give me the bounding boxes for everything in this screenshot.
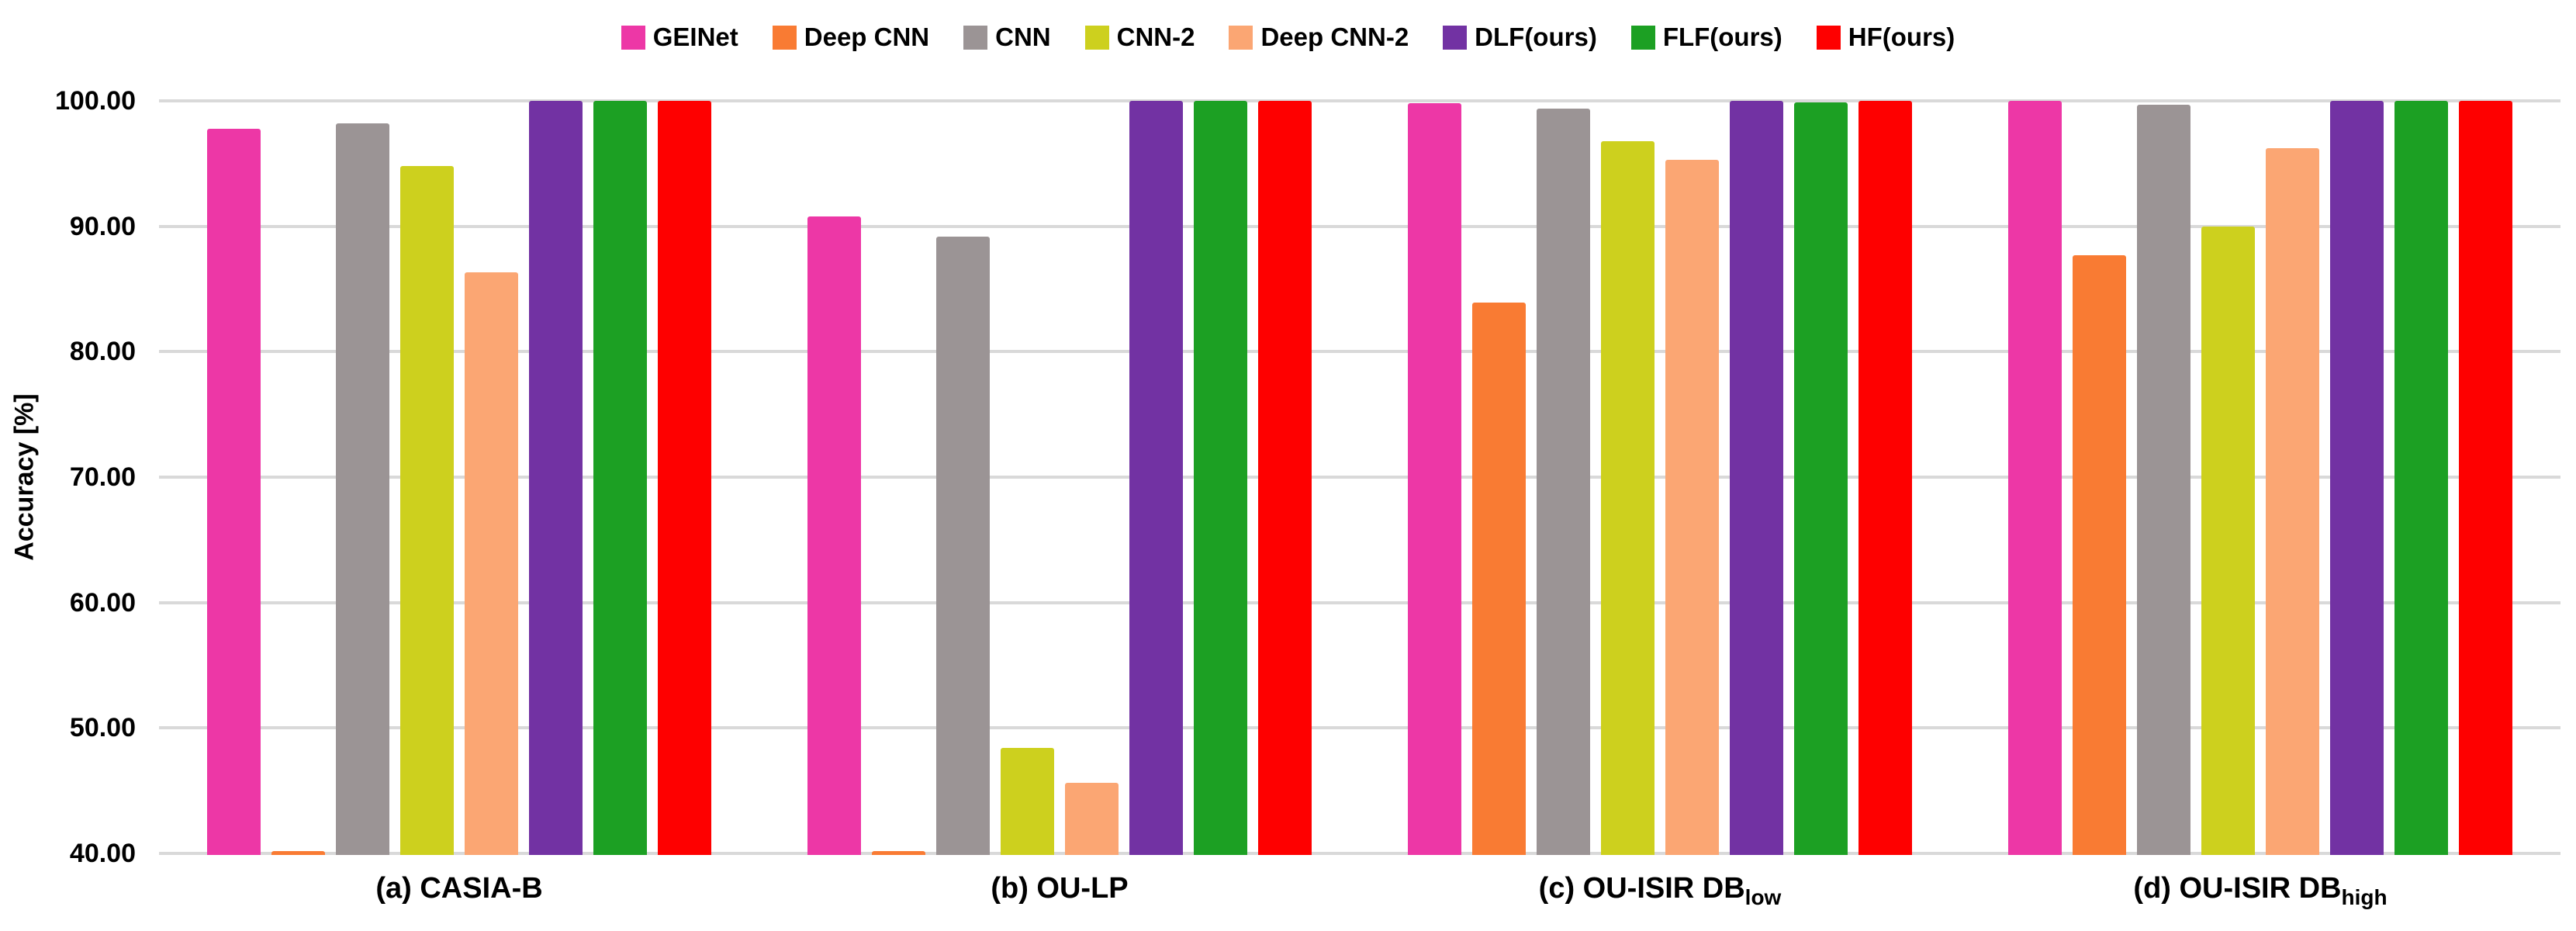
bar-HF(ours) <box>658 101 711 855</box>
legend-label: CNN-2 <box>1116 22 1195 51</box>
bar-HF(ours) <box>1859 101 1912 855</box>
legend-item-CNN-2: CNN-2 <box>1084 22 1195 52</box>
bar-GEINet <box>2008 101 2062 855</box>
gridline-40.00 <box>159 852 2560 855</box>
x-category-label: (c) OU-ISIR DBlow <box>1538 872 1782 909</box>
gridline-90.00 <box>159 224 2560 228</box>
chart-legend: GEINet Deep CNN CNN CNN-2 Deep CNN-2 DLF(ours… <box>0 20 2576 54</box>
bar-Deep CNN <box>271 850 325 855</box>
bar-CNN-2 <box>1001 748 1054 855</box>
legend-swatch-icon <box>772 25 797 50</box>
bar-CNN-2 <box>400 166 454 855</box>
bar-Deep CNN <box>1472 303 1526 855</box>
bar-FLF(ours) <box>1194 101 1247 855</box>
bar-FLF(ours) <box>2394 101 2448 855</box>
bar-CNN <box>936 236 990 855</box>
bar-FLF(ours) <box>593 101 647 855</box>
legend-swatch-icon <box>1816 25 1841 50</box>
bar-HF(ours) <box>2459 101 2512 855</box>
bar-DLF(ours) <box>1129 101 1183 855</box>
x-category-label: (d) OU-ISIR DBhigh <box>2133 872 2388 909</box>
bar-Deep CNN <box>2073 254 2126 855</box>
legend-item-FLF(ours): FLF(ours) <box>1630 22 1782 52</box>
bar-GEINet <box>1408 103 1461 855</box>
legend-item-CNN: CNN <box>963 22 1051 52</box>
y-tick-label: 100.00 <box>55 86 136 116</box>
legend-item-GEINet: GEINet <box>621 22 738 52</box>
bar-CNN <box>1537 108 1590 855</box>
bar-HF(ours) <box>1258 101 1312 855</box>
legend-label: Deep CNN-2 <box>1260 22 1409 51</box>
legend-label: GEINet <box>652 22 738 51</box>
legend-swatch-icon <box>1630 25 1655 50</box>
bar-CNN-2 <box>1601 140 1655 855</box>
legend-swatch-icon <box>963 25 988 50</box>
gridline-100.00 <box>159 99 2560 102</box>
y-tick-label: 70.00 <box>69 462 136 492</box>
legend-label: HF(ours) <box>1848 22 1955 51</box>
legend-swatch-icon <box>1443 25 1468 50</box>
legend-item-HF(ours): HF(ours) <box>1816 22 1955 52</box>
bar-GEINet <box>807 216 861 855</box>
bar-CNN-2 <box>2201 226 2255 855</box>
x-category-label: (b) OU-LP <box>991 872 1129 905</box>
legend-item-Deep CNN: Deep CNN <box>772 22 930 52</box>
y-tick-label: 50.00 <box>69 713 136 743</box>
bar-Deep CNN-2 <box>1665 159 1719 855</box>
x-category-label: (a) CASIA-B <box>375 872 543 905</box>
y-tick-label: 80.00 <box>69 337 136 367</box>
bar-GEINet <box>207 128 261 855</box>
gridline-70.00 <box>159 476 2560 479</box>
x-category-label-subscript: low <box>1744 885 1782 909</box>
legend-label: FLF(ours) <box>1662 22 1782 51</box>
bar-DLF(ours) <box>2330 101 2384 855</box>
legend-swatch-icon <box>1229 25 1253 50</box>
legend-label: DLF(ours) <box>1475 22 1597 51</box>
y-tick-label: 60.00 <box>69 587 136 618</box>
legend-swatch-icon <box>621 25 645 50</box>
bar-Deep CNN-2 <box>1065 783 1119 855</box>
legend-item-DLF(ours): DLF(ours) <box>1443 22 1597 52</box>
gridline-80.00 <box>159 350 2560 354</box>
bar-CNN <box>2137 104 2190 855</box>
bar-FLF(ours) <box>1794 102 1848 855</box>
legend-label: Deep CNN <box>804 22 930 51</box>
bar-Deep CNN <box>872 850 925 855</box>
x-category-label-subscript: high <box>2341 885 2388 909</box>
bar-DLF(ours) <box>529 101 583 855</box>
legend-swatch-icon <box>1084 25 1109 50</box>
y-tick-label: 90.00 <box>69 211 136 241</box>
y-tick-label: 40.00 <box>69 839 136 868</box>
bar-CNN <box>336 123 389 855</box>
bar-DLF(ours) <box>1730 101 1783 855</box>
gridline-60.00 <box>159 600 2560 604</box>
legend-label: CNN <box>995 22 1051 51</box>
bar-Deep CNN-2 <box>2266 148 2319 855</box>
bar-Deep CNN-2 <box>465 272 518 855</box>
legend-item-Deep CNN-2: Deep CNN-2 <box>1229 22 1409 52</box>
gridline-50.00 <box>159 726 2560 730</box>
